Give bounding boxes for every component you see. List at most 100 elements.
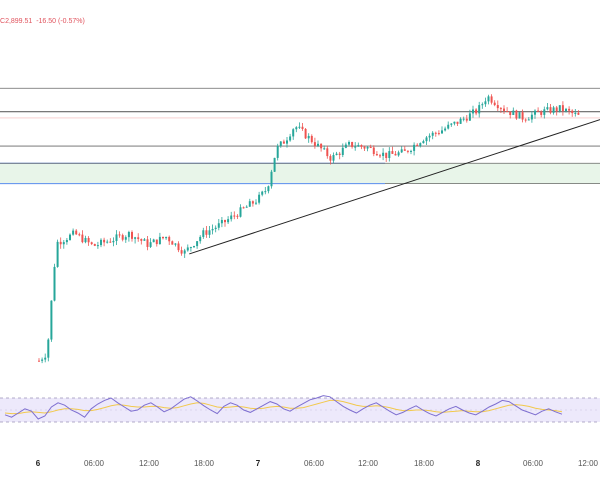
candle-body bbox=[484, 101, 487, 105]
candle-body bbox=[552, 107, 555, 113]
candle-body bbox=[155, 239, 158, 245]
candle-body bbox=[41, 359, 44, 361]
trendline-layer bbox=[189, 119, 600, 255]
candle-body bbox=[382, 152, 385, 156]
change-percent: (-0.57%) bbox=[58, 18, 85, 25]
candle-body bbox=[363, 146, 366, 149]
candle-body bbox=[233, 215, 236, 217]
horizontal-levels-layer bbox=[0, 87, 600, 164]
candle-body bbox=[115, 234, 118, 241]
candle-body bbox=[543, 109, 546, 115]
candle-body bbox=[56, 241, 59, 267]
candle-body bbox=[224, 220, 226, 223]
candle-body bbox=[375, 154, 378, 156]
candle-body bbox=[537, 110, 540, 112]
candle-body bbox=[118, 234, 121, 236]
candle-body bbox=[84, 237, 87, 243]
candle-body bbox=[403, 149, 406, 151]
candle-body bbox=[360, 145, 363, 147]
candle-body bbox=[428, 135, 431, 138]
candle-body bbox=[344, 144, 347, 148]
candle-body bbox=[540, 111, 543, 115]
candle-body bbox=[96, 245, 99, 247]
candle-body bbox=[236, 215, 239, 217]
candle-body bbox=[171, 241, 174, 245]
x-tick-label: 18:00 bbox=[194, 459, 215, 468]
x-tick-label: 8 bbox=[476, 459, 481, 468]
candle-body bbox=[323, 148, 326, 150]
candle-body bbox=[177, 243, 180, 251]
candle-body bbox=[72, 230, 75, 235]
candle-body bbox=[121, 235, 124, 240]
candle-body bbox=[307, 135, 310, 139]
x-tick-label: 7 bbox=[256, 459, 261, 468]
candle-body bbox=[242, 207, 245, 209]
candle-body bbox=[134, 237, 137, 239]
candle-body bbox=[131, 232, 133, 239]
candle-body bbox=[574, 112, 577, 114]
candle-body bbox=[196, 241, 199, 247]
candle-body bbox=[518, 112, 521, 119]
candle-body bbox=[487, 96, 490, 102]
candle-body bbox=[503, 108, 505, 112]
candle-body bbox=[478, 105, 481, 114]
close-value: 2,899.51 bbox=[5, 18, 33, 25]
candle-body bbox=[549, 107, 552, 113]
candle-body bbox=[565, 108, 567, 112]
candle-body bbox=[558, 105, 561, 112]
candle-body bbox=[496, 105, 499, 109]
rsi-panel bbox=[0, 395, 600, 423]
candle-body bbox=[475, 109, 478, 114]
candle-body bbox=[354, 146, 357, 148]
candle-body bbox=[301, 126, 304, 129]
candle-body bbox=[335, 153, 338, 156]
candle-body bbox=[447, 124, 450, 129]
x-tick-label: 18:00 bbox=[414, 459, 435, 468]
candle-body bbox=[437, 133, 440, 135]
candle-body bbox=[214, 227, 217, 230]
candle-body bbox=[310, 135, 313, 143]
candle-body bbox=[255, 202, 257, 204]
candle-body bbox=[168, 236, 171, 242]
candle-body bbox=[59, 241, 62, 245]
candle-body bbox=[341, 147, 344, 155]
candle-body bbox=[465, 118, 468, 121]
candle-body bbox=[388, 151, 391, 159]
candle-body bbox=[292, 129, 295, 137]
close-label: C bbox=[0, 18, 6, 25]
candle-body bbox=[152, 239, 155, 243]
candle-body bbox=[571, 110, 574, 114]
candle-body bbox=[165, 236, 168, 239]
candle-body bbox=[304, 128, 307, 139]
candle-body bbox=[50, 300, 53, 340]
candle-body bbox=[193, 246, 195, 248]
candle-body bbox=[450, 123, 453, 125]
candle-body bbox=[521, 112, 524, 120]
candle-body bbox=[391, 151, 394, 154]
candle-body bbox=[69, 234, 71, 240]
candle-body bbox=[561, 105, 564, 112]
candle-body bbox=[472, 109, 474, 114]
candle-body bbox=[462, 118, 465, 120]
candle-body bbox=[106, 241, 109, 243]
candle-body bbox=[441, 130, 443, 134]
candle-body bbox=[109, 241, 112, 243]
candle-body bbox=[490, 96, 493, 103]
candle-body bbox=[366, 147, 369, 149]
candle-body bbox=[211, 229, 214, 231]
candle-body bbox=[317, 143, 319, 146]
candles-layer bbox=[38, 94, 580, 364]
candle-body bbox=[332, 155, 335, 161]
candle-body bbox=[351, 141, 354, 147]
candle-body bbox=[162, 236, 164, 239]
candle-body bbox=[270, 171, 273, 187]
candle-body bbox=[143, 239, 146, 241]
candle-body bbox=[394, 153, 397, 156]
candle-body bbox=[127, 232, 130, 238]
candle-body bbox=[568, 108, 571, 111]
candle-body bbox=[468, 113, 471, 121]
candle-body bbox=[273, 157, 276, 172]
candle-body bbox=[183, 250, 186, 254]
candle-body bbox=[174, 243, 177, 245]
